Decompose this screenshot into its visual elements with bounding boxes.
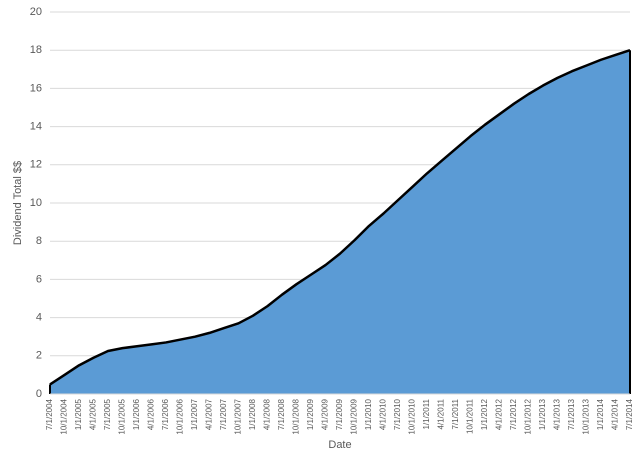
x-tick-label: 10/1/2006	[176, 398, 185, 434]
x-tick-label: 1/1/2008	[248, 398, 257, 430]
x-tick-label: 7/1/2006	[161, 398, 170, 430]
x-tick-label: 4/1/2013	[553, 398, 562, 430]
x-tick-label: 4/1/2005	[89, 398, 98, 430]
y-tick-label: 12	[30, 159, 42, 171]
x-tick-label: 4/1/2012	[495, 398, 504, 430]
x-tick-label: 7/1/2005	[103, 398, 112, 430]
x-axis-title: Date	[328, 439, 351, 451]
y-tick-label: 18	[30, 44, 42, 56]
x-tick-label: 10/1/2008	[292, 398, 301, 434]
x-tick-label: 4/1/2007	[205, 398, 214, 430]
x-tick-label: 4/1/2009	[321, 398, 330, 430]
x-tick-label: 10/1/2009	[350, 398, 359, 434]
y-tick-label: 20	[30, 6, 42, 18]
x-tick-label: 7/1/2008	[277, 398, 286, 430]
x-tick-label: 10/1/2013	[582, 398, 591, 434]
x-tick-label: 7/1/2007	[219, 398, 228, 430]
y-tick-label: 10	[30, 197, 42, 209]
y-tick-label: 8	[36, 235, 42, 247]
x-tick-label: 7/1/2004	[45, 398, 54, 430]
x-tick-label: 10/1/2007	[234, 398, 243, 434]
x-tick-label: 1/1/2006	[132, 398, 141, 430]
y-tick-label: 16	[30, 82, 42, 94]
y-tick-label: 2	[36, 350, 42, 362]
x-tick-label: 7/1/2011	[451, 398, 460, 429]
x-tick-label: 4/1/2011	[437, 398, 446, 429]
y-tick-label: 6	[36, 273, 42, 285]
x-tick-label: 7/1/2010	[393, 398, 402, 430]
x-tick-label: 7/1/2014	[625, 398, 634, 430]
x-tick-label: 7/1/2009	[335, 398, 344, 430]
x-tick-label: 1/1/2005	[74, 398, 83, 430]
x-tick-label: 1/1/2009	[306, 398, 315, 430]
x-tick-label: 10/1/2010	[408, 398, 417, 434]
x-tick-label: 10/1/2004	[60, 398, 69, 434]
x-tick-label: 10/1/2012	[524, 398, 533, 434]
x-tick-label: 1/1/2013	[538, 398, 547, 430]
y-axis-title: Dividend Total $$	[12, 161, 24, 245]
x-tick-label: 4/1/2008	[263, 398, 272, 430]
x-tick-label: 1/1/2014	[596, 398, 605, 430]
y-tick-label: 14	[30, 121, 42, 133]
x-tick-label: 1/1/2010	[364, 398, 373, 430]
x-tick-label: 1/1/2011	[422, 398, 431, 429]
area-line	[49, 49, 631, 386]
x-tick-label: 4/1/2006	[147, 398, 156, 430]
x-tick-label: 4/1/2010	[379, 398, 388, 430]
x-tick-label: 1/1/2012	[480, 398, 489, 430]
x-tick-label: 10/1/2005	[118, 398, 127, 434]
x-tick-label: 7/1/2013	[567, 398, 576, 430]
y-tick-label: 0	[36, 388, 42, 400]
x-tick-label: 10/1/2011	[466, 398, 475, 434]
area	[50, 50, 630, 394]
x-tick-label: 1/1/2007	[190, 398, 199, 430]
y-tick-label: 4	[36, 312, 42, 324]
x-tick-label: 7/1/2012	[509, 398, 518, 430]
x-tick-label: 4/1/2014	[611, 398, 620, 430]
